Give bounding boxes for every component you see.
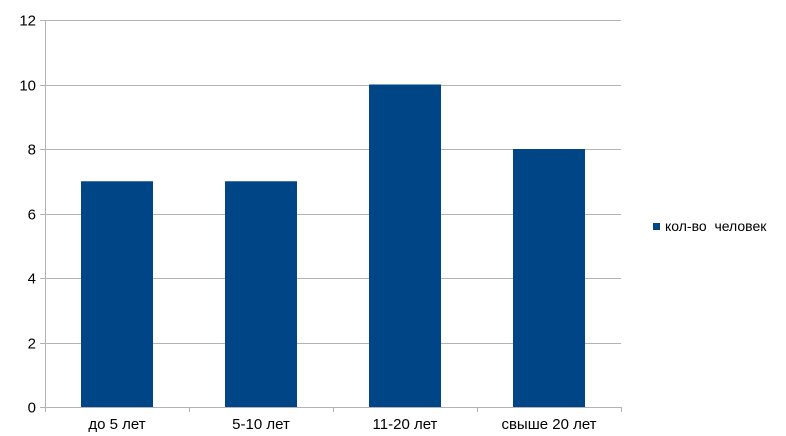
bar [369, 84, 441, 407]
bars [81, 84, 585, 407]
x-tick-label: 11-20 лет [373, 416, 438, 433]
axes [40, 20, 622, 412]
y-tick-label: 2 [28, 336, 36, 353]
y-tick-label: 6 [28, 207, 36, 224]
legend-swatch [653, 222, 660, 230]
bar [81, 181, 153, 407]
x-tick-label: 5-10 лет [232, 416, 290, 433]
y-tick-label: 10 [19, 78, 36, 95]
bar [225, 181, 297, 407]
y-tick-label: 8 [28, 142, 36, 159]
bar [513, 149, 585, 407]
y-tick-label: 12 [19, 13, 36, 30]
y-tick-label: 0 [28, 400, 36, 417]
y-tick-labels: 0 2 4 6 8 10 12 [19, 13, 36, 417]
x-tick-label: до 5 лет [88, 416, 145, 433]
x-tick-label: свыше 20 лет [501, 416, 596, 433]
x-tick-labels: до 5 лет 5-10 лет 11-20 лет свыше 20 лет [88, 416, 596, 433]
y-tick-label: 4 [28, 271, 36, 288]
legend-label: кол-во человек [665, 218, 767, 234]
legend: кол-во человек [653, 218, 766, 234]
